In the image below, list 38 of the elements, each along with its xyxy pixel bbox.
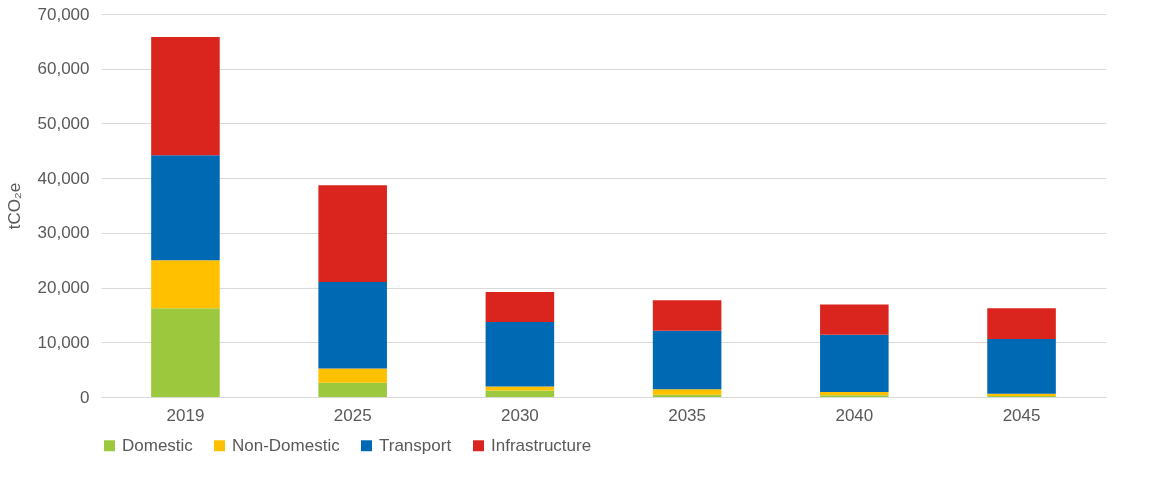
bar — [820, 304, 889, 335]
x-tick-label: 2019 — [166, 405, 205, 425]
bar — [318, 382, 387, 397]
y-tick-label: 20,000 — [37, 278, 90, 298]
bar — [151, 36, 220, 156]
legend-label: Transport — [379, 435, 452, 455]
legend-label: Non-Domestic — [232, 435, 341, 455]
bar — [652, 330, 722, 390]
bar — [652, 389, 722, 395]
bar — [987, 339, 1056, 394]
bar — [151, 155, 220, 261]
bar — [151, 260, 220, 309]
legend-label: Infrastructure — [491, 435, 592, 455]
x-tick-label: 2045 — [1002, 405, 1041, 425]
bar — [652, 394, 722, 397]
legend-label: Domestic — [122, 435, 194, 455]
bar — [151, 308, 220, 397]
y-tick-label: 50,000 — [37, 113, 90, 133]
bar — [485, 390, 555, 397]
bar — [652, 300, 722, 331]
x-tick-label: 2035 — [668, 405, 707, 425]
bar — [318, 282, 387, 369]
bar — [318, 185, 387, 283]
y-tick-label: 60,000 — [37, 59, 90, 79]
x-tick-label: 2040 — [835, 405, 874, 425]
x-tick-label: 2030 — [500, 405, 539, 425]
x-tick-label: 2025 — [333, 405, 372, 425]
y-axis-title: tCO₂e — [4, 182, 24, 230]
bar — [485, 291, 555, 323]
bar — [485, 322, 555, 387]
bar — [820, 334, 889, 393]
y-tick-label: 10,000 — [37, 332, 90, 352]
bar — [987, 308, 1056, 339]
y-tick-label: 70,000 — [37, 4, 90, 24]
y-tick-label: 0 — [80, 387, 90, 407]
y-tick-label: 40,000 — [37, 168, 90, 188]
bar — [318, 368, 387, 383]
y-tick-label: 30,000 — [37, 223, 90, 243]
